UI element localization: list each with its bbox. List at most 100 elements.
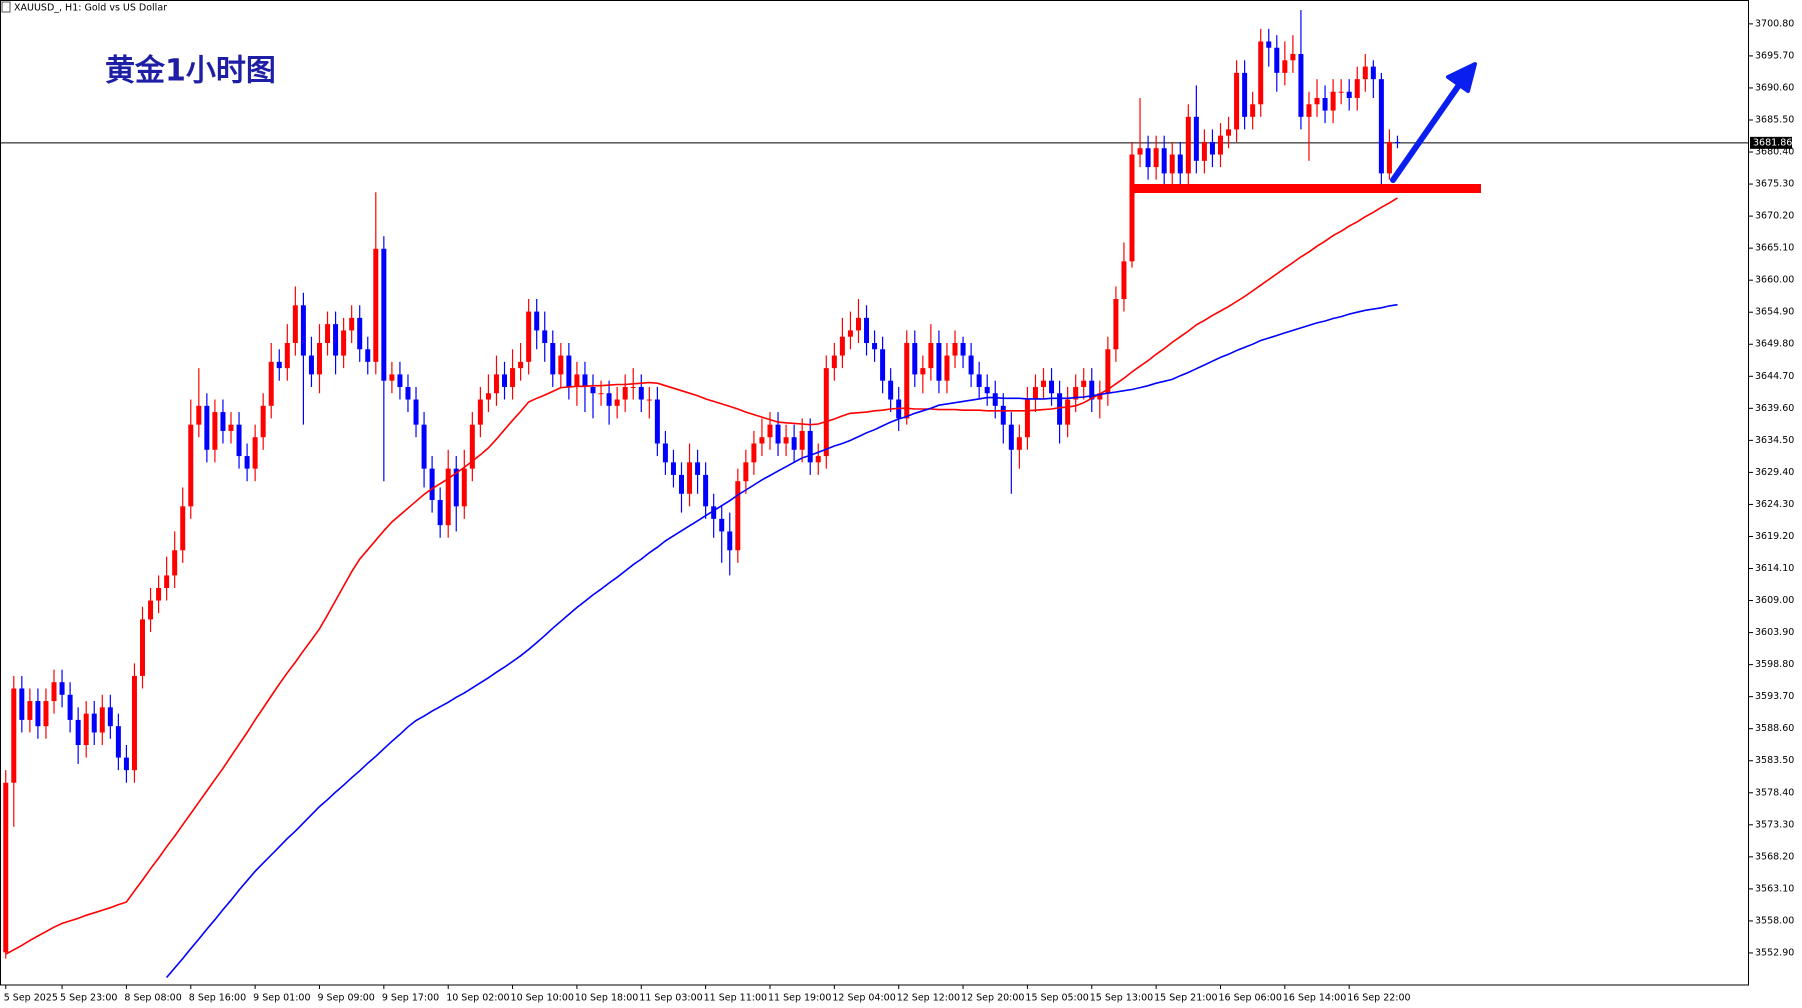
x-tick-label: 16 Sep 06:00 — [1218, 993, 1281, 1004]
x-tick-label: 5 Sep 23:00 — [60, 993, 117, 1004]
candle-body — [1386, 141, 1392, 174]
y-tick-label: 3583.50 — [1755, 755, 1794, 766]
candle-body — [839, 336, 845, 356]
candle-body — [1209, 141, 1215, 155]
candle-body — [654, 399, 660, 444]
candle-body — [19, 688, 25, 720]
x-tick-label: 11 Sep 11:00 — [704, 993, 767, 1004]
candle-body — [1041, 380, 1047, 387]
candle-body — [1346, 91, 1352, 98]
x-tick-label: 15 Sep 21:00 — [1154, 993, 1217, 1004]
candle-body — [1330, 91, 1336, 111]
candle-body — [1217, 135, 1223, 155]
y-tick-label: 3644.70 — [1755, 371, 1794, 382]
candle-body — [493, 374, 499, 394]
candle-body — [670, 462, 676, 475]
x-tick-label: 15 Sep 13:00 — [1090, 993, 1153, 1004]
candle-body — [703, 474, 709, 507]
candle-body — [357, 317, 363, 350]
candle-body — [968, 355, 974, 375]
y-tick-label: 3660.00 — [1755, 275, 1794, 286]
x-tick-label: 12 Sep 12:00 — [897, 993, 960, 1004]
candle-body — [196, 405, 202, 425]
candle-body — [783, 437, 789, 444]
candle-body — [775, 424, 781, 444]
candle-body — [1354, 79, 1360, 98]
y-tick-label: 3680.40 — [1755, 147, 1794, 158]
price-box — [1750, 136, 1792, 149]
y-tick-label: 3624.30 — [1755, 499, 1794, 510]
candle-body — [855, 317, 861, 331]
candle-body — [687, 462, 693, 494]
y-tick-label: 3609.00 — [1755, 595, 1794, 606]
candle-body — [453, 468, 459, 507]
y-tick-label: 3639.60 — [1755, 403, 1794, 414]
candle-body — [140, 619, 146, 676]
candle-body — [67, 694, 73, 720]
candle-body — [904, 342, 910, 419]
candle-body — [308, 355, 314, 375]
candle-body — [341, 330, 347, 356]
candle-body — [91, 713, 97, 733]
candle-body — [622, 386, 628, 400]
candle-body — [75, 719, 81, 746]
candle-body — [292, 305, 298, 343]
x-tick-label: 12 Sep 20:00 — [961, 993, 1024, 1004]
candle-body — [236, 424, 242, 457]
y-tick-label: 3629.40 — [1755, 467, 1794, 478]
candle-body — [944, 355, 950, 381]
candle-body — [510, 368, 516, 387]
candle-body — [107, 707, 113, 727]
x-tick-label: 11 Sep 19:00 — [768, 993, 831, 1004]
candle-body — [678, 474, 684, 494]
moving-average — [5, 197, 1398, 955]
moving-average — [165, 303, 1398, 979]
candle-body — [43, 701, 49, 727]
x-tick-label: 5 Sep 2025 — [4, 993, 58, 1004]
candle-body — [1370, 66, 1376, 80]
candle-body — [1081, 380, 1087, 387]
candle-body — [1226, 129, 1232, 136]
y-tick-label: 3670.20 — [1755, 211, 1794, 222]
candle-body — [646, 399, 652, 401]
x-tick-label: 16 Sep 14:00 — [1283, 993, 1346, 1004]
y-tick-label: 3690.60 — [1755, 82, 1794, 93]
y-tick-label: 3685.50 — [1755, 114, 1794, 125]
candle-body — [1362, 66, 1368, 80]
candle-body — [1177, 154, 1183, 174]
y-tick-label: 3573.30 — [1755, 819, 1794, 830]
candle-body — [711, 506, 717, 519]
y-tick-label: 3588.60 — [1755, 723, 1794, 734]
x-tick-label: 9 Sep 01:00 — [253, 993, 310, 1004]
candle-body — [461, 468, 467, 507]
candle-body — [1314, 97, 1320, 105]
y-tick-label: 3700.80 — [1755, 18, 1794, 29]
x-tick-label: 16 Sep 22:00 — [1347, 993, 1410, 1004]
candle-body — [574, 374, 580, 387]
candle-body — [212, 412, 218, 450]
candle-body — [791, 437, 797, 450]
candle-body — [300, 305, 306, 356]
candle-body — [1394, 141, 1400, 143]
candle-body — [1290, 54, 1296, 61]
candle-body — [99, 707, 105, 733]
candle-body — [268, 361, 274, 406]
y-tick-label: 3614.10 — [1755, 563, 1794, 574]
candle-body — [767, 424, 773, 438]
candle-body — [582, 374, 588, 387]
trend-arrow — [1390, 62, 1477, 183]
candle-body — [220, 412, 226, 431]
x-tick-label: 10 Sep 10:00 — [511, 993, 574, 1004]
y-tick-label: 3558.00 — [1755, 915, 1794, 926]
candle-body — [1258, 41, 1264, 105]
candle-body — [156, 587, 162, 601]
candle-body — [727, 531, 733, 551]
y-tick-label: 3665.10 — [1755, 243, 1794, 254]
candle-body — [469, 424, 475, 469]
symbol-label: XAUUSD_, H1: Gold vs US Dollar — [14, 3, 167, 14]
candle-body — [880, 349, 886, 381]
candle-body — [542, 330, 548, 343]
candle-body — [1137, 148, 1143, 155]
candle-body — [992, 393, 998, 406]
candle-body — [1065, 399, 1071, 425]
